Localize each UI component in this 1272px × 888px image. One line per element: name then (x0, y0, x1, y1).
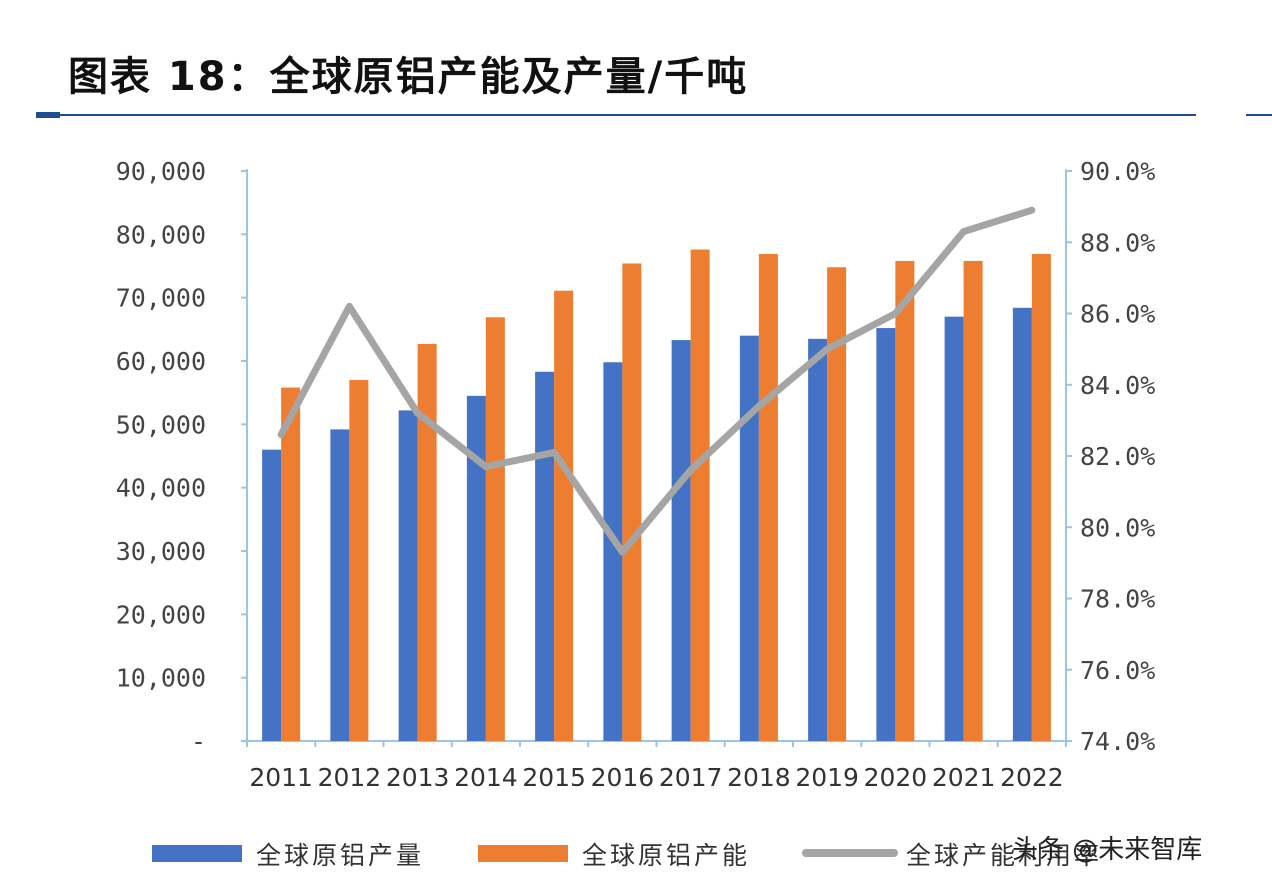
bar-production (671, 340, 691, 741)
bar-production (398, 410, 418, 741)
bar-capacity (417, 343, 437, 741)
x-axis-tick-label: 2016 (591, 763, 655, 792)
x-axis-tick-label: 2022 (1000, 763, 1064, 792)
bar-capacity (963, 260, 983, 741)
bars-group (262, 249, 1051, 742)
point-utilization (348, 305, 351, 308)
left-axis-tick-label: 70,000 (116, 284, 206, 313)
bar-capacity (690, 249, 710, 742)
left-axis-tick-label: - (191, 727, 206, 756)
x-axis-tick-label: 2021 (932, 763, 996, 792)
legend-label-production: 全球原铝产量 (256, 841, 424, 870)
bar-production (262, 449, 282, 741)
title-rule-accent-left (36, 112, 60, 118)
bar-production (603, 362, 623, 741)
left-axis-tick-label: 40,000 (116, 474, 206, 503)
bar-production (876, 328, 896, 741)
left-axis-tick-label: 20,000 (116, 600, 206, 629)
x-axis-tick-label: 2012 (318, 763, 382, 792)
bar-production (1012, 307, 1032, 741)
point-utilization (484, 465, 487, 468)
bar-production (944, 316, 964, 741)
right-axis-tick-label: 86.0% (1080, 300, 1155, 329)
line-group (277, 206, 1036, 556)
ticks-group: - 10,000 20,000 30,000 40,000 50,000 60,000 70,… (116, 157, 1156, 792)
title-rule (36, 114, 1196, 116)
x-axis-tick-label: 2019 (795, 763, 859, 792)
right-axis-tick-label: 76.0% (1080, 656, 1155, 685)
legend-swatch-capacity (478, 845, 568, 862)
point-utilization (826, 348, 829, 351)
bar-production (535, 371, 555, 741)
point-utilization (553, 451, 556, 454)
point-utilization (689, 469, 692, 472)
x-axis-tick-label: 2015 (522, 763, 586, 792)
chart-title: 图表 18：全球原铝产能及产量/千吨 (68, 54, 749, 100)
bar-capacity (622, 263, 642, 741)
bar-capacity (349, 380, 369, 741)
bar-production (466, 395, 486, 741)
axes-group (241, 169, 1072, 747)
legend-label-utilization: 全球产能利用率 (906, 841, 1102, 870)
legend-label-capacity: 全球原铝产能 (582, 841, 750, 870)
line-utilization (277, 206, 1036, 556)
point-utilization (280, 433, 283, 436)
x-axis-tick-label: 2013 (386, 763, 450, 792)
watermark: 头条 @未来智库 (1012, 835, 1202, 865)
legend-swatch-production (152, 845, 242, 862)
point-utilization (894, 312, 897, 315)
left-axis-tick-label: 60,000 (116, 347, 206, 376)
left-axis-tick-label: 30,000 (116, 537, 206, 566)
bar-capacity (895, 260, 915, 741)
bar-capacity (1031, 253, 1051, 741)
point-utilization (416, 412, 419, 415)
bar-production (739, 335, 759, 741)
right-axis-tick-label: 74.0% (1080, 727, 1155, 756)
legend-group: 全球原铝产量 全球原铝产能 全球产能利用率 (152, 841, 1102, 870)
right-axis-tick-label: 90.0% (1080, 157, 1155, 186)
point-utilization (757, 405, 760, 408)
bar-production (808, 338, 828, 741)
bar-capacity (827, 267, 847, 741)
x-axis-tick-label: 2018 (727, 763, 791, 792)
bar-production (330, 429, 350, 741)
left-axis-tick-label: 90,000 (116, 157, 206, 186)
x-axis-tick-label: 2017 (659, 763, 723, 792)
right-axis-tick-label: 82.0% (1080, 442, 1155, 471)
right-axis-tick-label: 80.0% (1080, 513, 1155, 542)
title-rule-accent-right (1246, 114, 1272, 116)
x-axis-tick-label: 2014 (454, 763, 518, 792)
left-axis-tick-label: 10,000 (116, 664, 206, 693)
x-axis-tick-label: 2020 (864, 763, 928, 792)
point-utilization (621, 551, 624, 554)
x-axis-tick-label: 2011 (249, 763, 313, 792)
bar-capacity (485, 317, 505, 741)
right-axis-tick-label: 88.0% (1080, 228, 1155, 257)
point-utilization (962, 230, 965, 233)
bar-capacity (554, 290, 574, 741)
right-axis-tick-label: 84.0% (1080, 371, 1155, 400)
point-utilization (1030, 209, 1033, 212)
bar-capacity (758, 253, 778, 741)
right-axis-tick-label: 78.0% (1080, 585, 1155, 614)
left-axis-tick-label: 80,000 (116, 220, 206, 249)
left-axis-tick-label: 50,000 (116, 410, 206, 439)
bar-capacity (281, 387, 301, 741)
